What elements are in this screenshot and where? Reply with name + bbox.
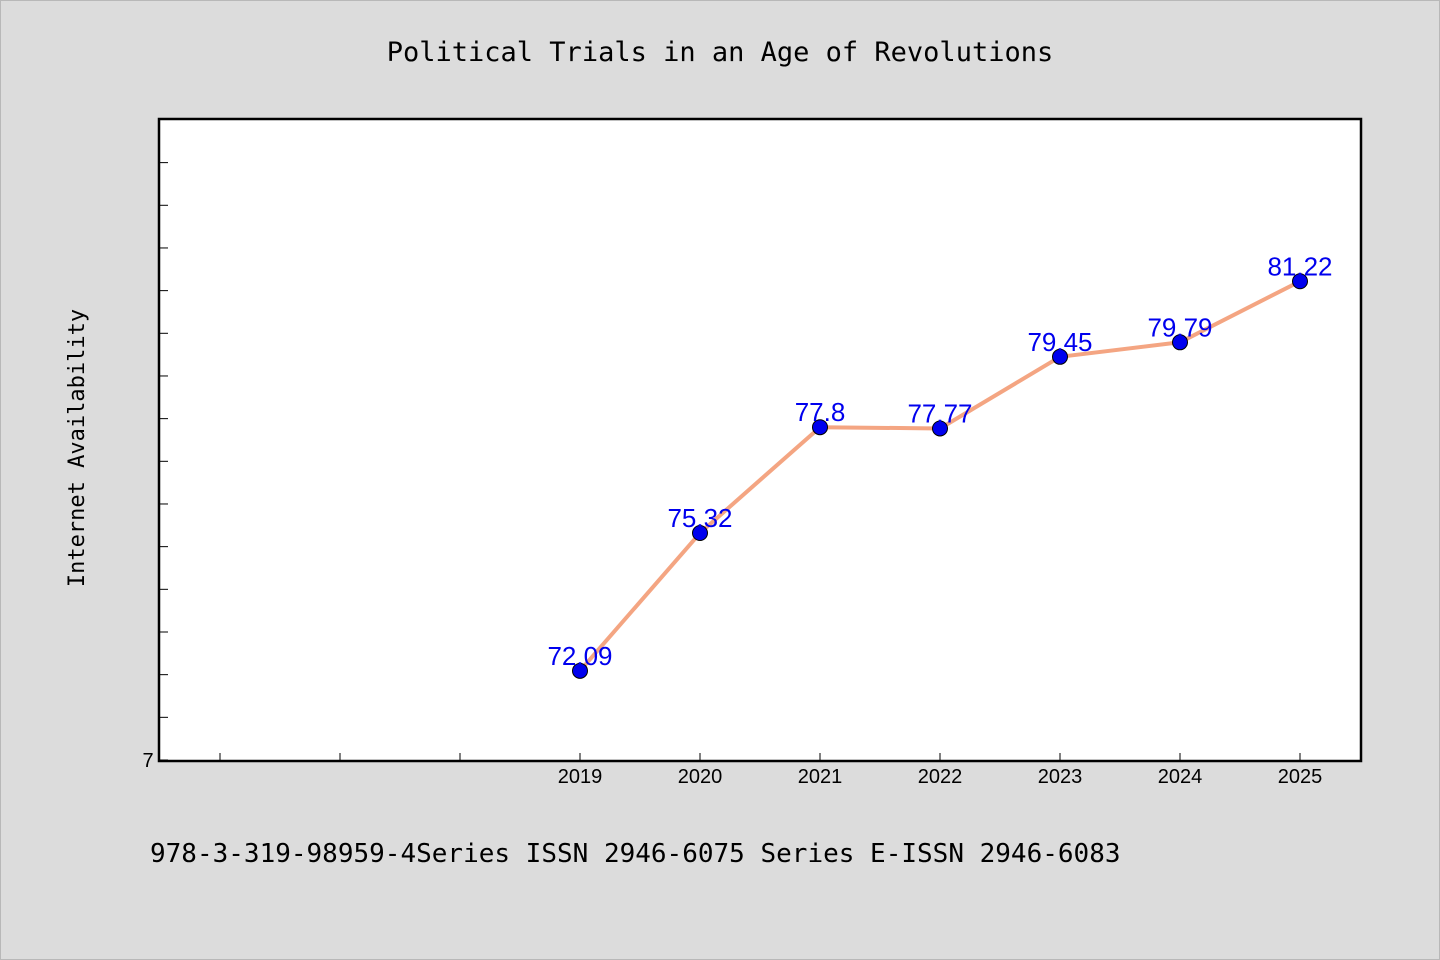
data-point xyxy=(932,420,948,437)
x-tick-label: 2024 xyxy=(1158,766,1203,788)
footer-isbn-issn: 978-3-319-98959-4Series ISSN 2946-6075 S… xyxy=(150,839,1121,869)
data-label: 77.8 xyxy=(795,397,846,427)
data-label: 72.09 xyxy=(547,641,612,671)
data-label: 79.45 xyxy=(1027,327,1092,357)
data-label: 81.22 xyxy=(1267,251,1332,281)
plot-area xyxy=(157,117,1363,763)
x-tick-label: 2023 xyxy=(1038,766,1083,788)
data-point xyxy=(812,419,828,436)
x-tick-label: 2020 xyxy=(678,766,723,788)
data-labels: 72.09 75.32 77.8 77.77 79.45 79.79 81.22 xyxy=(547,251,1332,671)
data-label: 77.77 xyxy=(907,398,972,428)
data-label: 79.79 xyxy=(1147,312,1212,342)
x-tick-label: 2022 xyxy=(918,766,963,788)
data-point xyxy=(1052,348,1068,365)
data-point xyxy=(1172,334,1188,351)
x-tick-label: 2019 xyxy=(558,766,603,788)
x-tick-labels: 2019 2020 2021 2022 2023 2024 2025 xyxy=(558,766,1323,788)
data-point xyxy=(572,662,588,679)
series-markers xyxy=(572,273,1308,679)
x-tick-label: 2025 xyxy=(1278,766,1323,788)
y-tick-label: 7 xyxy=(142,750,153,772)
y-axis-label: Internet Availability xyxy=(65,309,90,587)
x-tick-label: 2021 xyxy=(798,766,843,788)
data-label: 75.32 xyxy=(667,503,732,533)
data-point xyxy=(692,525,708,542)
data-point xyxy=(1292,273,1308,290)
y-axis-ticks xyxy=(160,162,168,761)
x-axis-ticks xyxy=(219,753,1301,760)
chart-title: Political Trials in an Age of Revolution… xyxy=(387,37,1053,68)
